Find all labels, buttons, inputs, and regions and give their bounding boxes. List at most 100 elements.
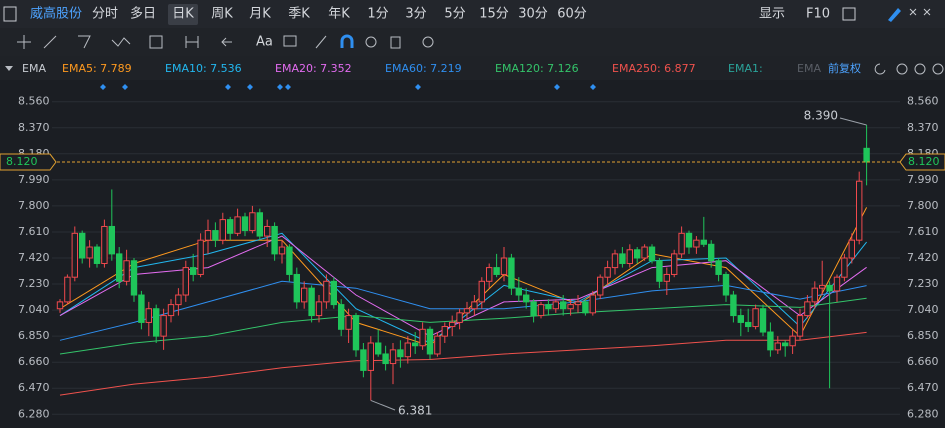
period-tab[interactable]: 日K [172, 7, 194, 22]
candle-body [656, 260, 663, 282]
candle-body [412, 342, 419, 347]
period-tab[interactable]: 3分 [405, 7, 426, 22]
candle-body [671, 253, 678, 275]
period-tab[interactable]: 季K [288, 7, 310, 22]
y-tick-label: 6.660 [907, 355, 939, 368]
crosshair-tool[interactable] [17, 35, 31, 49]
y-tick-label: 7.610 [907, 225, 939, 238]
candle-body [56, 301, 64, 310]
candle-body [323, 280, 330, 303]
window-icons[interactable] [909, 8, 931, 16]
y-tick-label: 7.420 [907, 251, 939, 264]
settings-icon[interactable] [932, 63, 944, 75]
candle-body [833, 276, 841, 292]
candle-body [426, 328, 434, 355]
candle-body [190, 267, 197, 275]
add-icon[interactable] [896, 63, 908, 75]
note-tool[interactable] [283, 35, 297, 47]
text-tool[interactable]: Aa [256, 35, 273, 50]
period-tab[interactable]: 周K [211, 7, 233, 22]
ema-line [59, 331, 867, 396]
remove-icon[interactable] [914, 63, 926, 75]
stock-name[interactable]: 威高股份 [30, 6, 82, 22]
candle-body [589, 294, 596, 314]
measure-tool[interactable] [185, 36, 199, 48]
candle-body [286, 246, 293, 275]
candle-body [774, 342, 781, 351]
layout-icon[interactable] [842, 7, 856, 21]
period-tab[interactable]: 15分 [479, 7, 509, 22]
candle-body [338, 304, 345, 330]
last-price-label: 8.120 [908, 155, 940, 168]
candle-body [722, 273, 730, 296]
candle-body [537, 304, 545, 317]
legend-icons [874, 63, 944, 75]
candle-body [545, 304, 552, 310]
high-pointer [839, 117, 867, 126]
candle-body [848, 239, 855, 259]
candle-body [471, 301, 478, 310]
candle-body [249, 212, 256, 232]
shape-tool[interactable] [78, 35, 91, 49]
candle-body [256, 212, 264, 237]
candle-body [264, 225, 271, 237]
candle-body [116, 253, 123, 282]
candle-body [611, 253, 619, 269]
candle-body [759, 308, 767, 333]
candle-body [212, 230, 219, 241]
sidebar-icon[interactable] [3, 6, 17, 22]
candle-body [804, 301, 811, 317]
y-tick-label: 6.280 [18, 407, 50, 420]
candle-body [219, 219, 227, 241]
eye-tool[interactable] [365, 36, 377, 48]
period-tab[interactable]: 月K [249, 7, 271, 22]
adjust-mode[interactable]: 前复权 [828, 61, 861, 75]
pen-tool[interactable] [315, 35, 327, 49]
candle-body [456, 312, 463, 323]
candle-body [182, 267, 190, 296]
candle-body [560, 301, 567, 310]
candle-body [449, 321, 456, 328]
period-tab[interactable]: 5分 [444, 7, 465, 22]
delete-tool[interactable] [390, 36, 401, 49]
candle-body [530, 301, 537, 317]
toggle-tool[interactable] [422, 36, 434, 48]
candle-body [641, 246, 648, 259]
collapse-icon[interactable] [5, 66, 13, 71]
candle-body [101, 225, 108, 264]
period-tab[interactable]: 30分 [518, 7, 548, 22]
high-label: 8.390 [804, 109, 838, 123]
arrow-tool[interactable] [221, 37, 232, 47]
draw-icon[interactable] [888, 8, 901, 22]
candle-body [582, 301, 589, 314]
y-tick-label: 8.560 [18, 95, 50, 108]
toolbar-item[interactable]: F10 [806, 7, 830, 22]
candle-body [375, 342, 382, 355]
period-tab[interactable]: 60分 [557, 7, 587, 22]
ema-line [59, 297, 867, 355]
candle-body [567, 304, 574, 310]
candle-body [782, 342, 789, 347]
period-tab[interactable]: 多日 [130, 6, 156, 22]
y-tick-label: 8.560 [907, 95, 939, 108]
candle-body [352, 315, 360, 351]
toolbar-item[interactable]: 显示 [759, 7, 785, 22]
wave-tool[interactable] [111, 37, 131, 47]
period-tab[interactable]: 年K [328, 7, 350, 22]
candle-body [745, 321, 752, 328]
indicator-name[interactable]: EMA [22, 62, 46, 75]
candle-body [478, 280, 486, 303]
candle-body [811, 287, 818, 303]
period-tab[interactable]: 1分 [367, 7, 388, 22]
line-tool[interactable] [43, 35, 57, 49]
candle-body [271, 225, 278, 255]
reset-icon[interactable] [874, 63, 886, 75]
candle-body [708, 243, 715, 262]
fib-tool[interactable] [149, 35, 163, 49]
period-tab[interactable]: 分时 [92, 7, 118, 22]
magnet-tool[interactable] [340, 34, 354, 48]
y-tick-label: 7.230 [907, 277, 939, 290]
candle-body [515, 287, 522, 296]
candle-body [715, 260, 722, 275]
candle-body [841, 257, 848, 278]
